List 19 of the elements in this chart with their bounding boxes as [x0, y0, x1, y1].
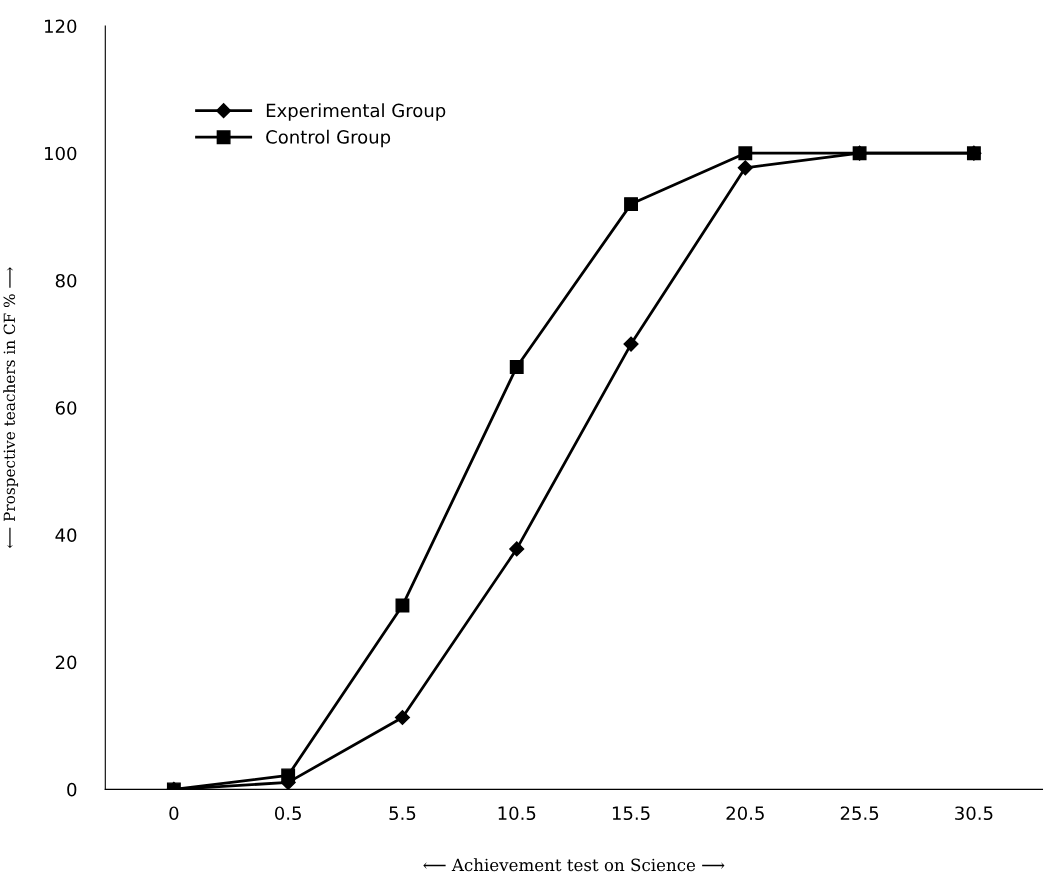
- y-tick-label: 80: [55, 273, 77, 288]
- x-tick-label: 20.5: [726, 806, 764, 821]
- y-tick-label: 20: [55, 655, 77, 670]
- legend-label: Experimental Group: [266, 103, 446, 121]
- legend-label: Control Group: [266, 129, 391, 148]
- y-tick-label: 0: [67, 782, 77, 797]
- x-tick-label: 5.5: [389, 806, 416, 821]
- x-tick-label: 30.5: [955, 806, 993, 821]
- y-tick-label: 100: [45, 146, 77, 161]
- y-tick-label: 120: [45, 19, 77, 34]
- y-axis-title: ⟵ Prospective teachers in CF % ⟶: [3, 267, 19, 549]
- x-tick-label: 15.5: [612, 806, 650, 821]
- y-tick-label: 40: [55, 528, 77, 543]
- x-tick-label: 0: [169, 806, 179, 821]
- y-tick-label: 60: [55, 401, 77, 415]
- x-tick-label: 25.5: [840, 806, 879, 821]
- x-tick-label: 0.5: [275, 806, 301, 821]
- x-axis-title: ⟵ Achievement test on Science ⟶: [423, 858, 725, 872]
- x-tick-label: 10.5: [498, 806, 536, 821]
